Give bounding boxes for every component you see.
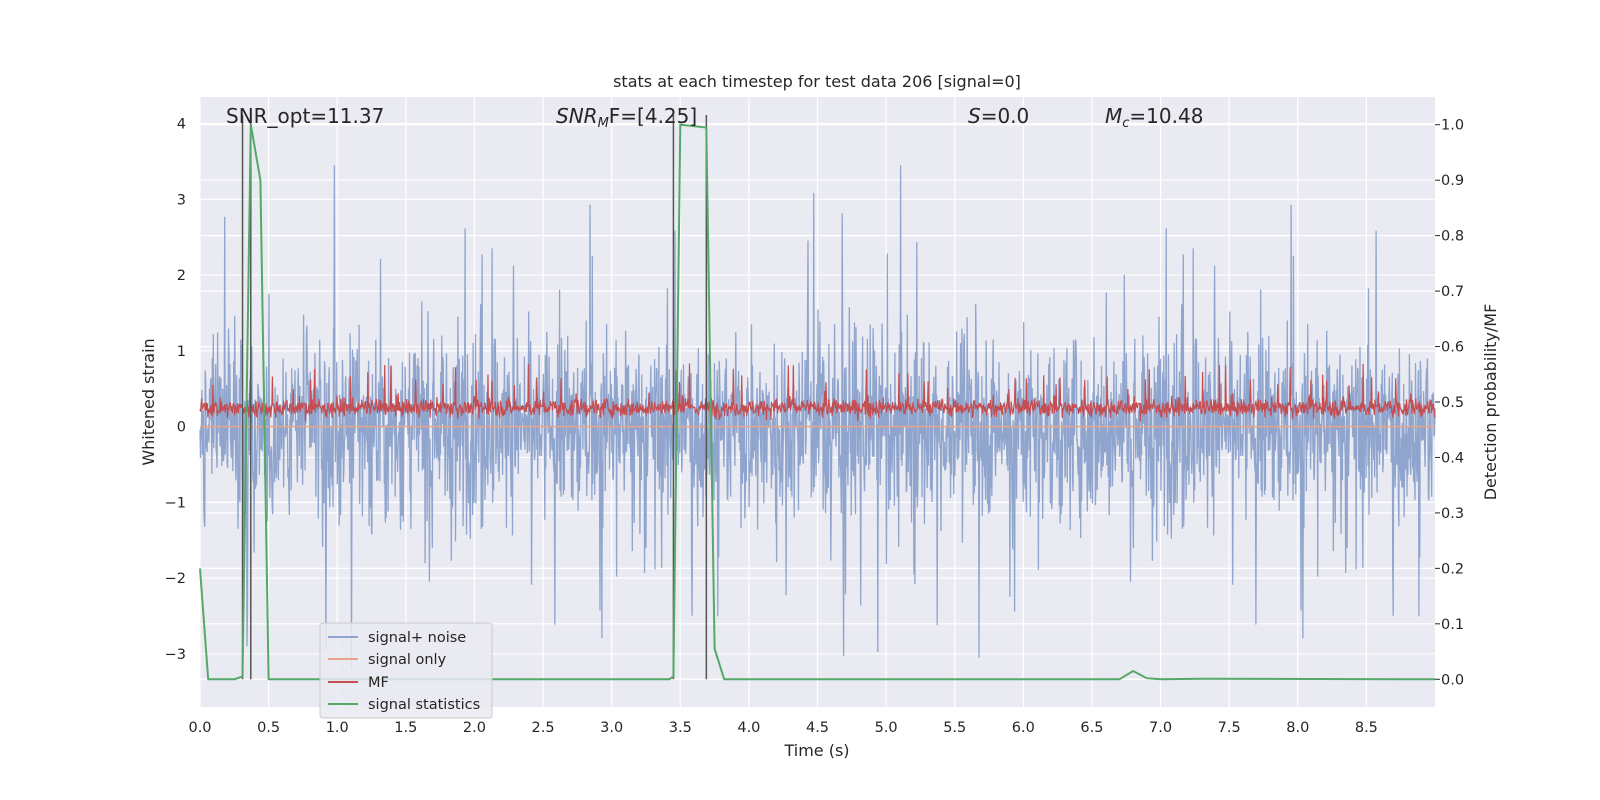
x-tick-label: 5.0 [875,720,898,736]
y-left-tick-label: −2 [165,571,186,587]
y-right-tick-label: 0.9 [1441,173,1464,189]
annotation-snr-mf-main: SNR [556,104,598,128]
y-right-tick-labels: 0.0 0.1 0.2 0.3 0.4 0.5 0.6 0.7 0.8 0.9 1.0 [1435,118,1464,688]
annotation-snr-opt: SNR_opt=11.37 [226,104,384,128]
x-tick-label: 7.0 [1149,720,1172,736]
y-right-tick-label: 0.7 [1441,284,1464,300]
y-left-tick-labels: −3 −2 −1 0 1 2 3 4 [165,117,186,663]
x-tick-label: 3.5 [669,720,692,736]
x-tick-labels: 0.0 0.5 1.0 1.5 2.0 2.5 3.0 3.5 4.0 4.5 5.0 5.5 6.0 6… [188,720,1377,736]
annotation-mc-main: M [1105,104,1122,128]
signal-statistics-series [199,123,1436,681]
annotation-s-rest: =0.0 [981,104,1030,128]
annotation-mc: Mc=10.48 [1105,104,1203,131]
y-left-tick-label: 4 [177,117,186,133]
y-left-tick-label: 1 [177,344,186,360]
annotation-snr-mf: SNRMF=[4.25] [556,104,697,131]
x-tick-label: 2.5 [532,720,555,736]
x-tick-label: 0.5 [257,720,280,736]
y-right-tick-label: 0.8 [1441,229,1464,245]
y-left-tick-label: 0 [177,420,186,436]
x-tick-label: 8.0 [1286,720,1309,736]
annotation-snr-mf-sub: M [598,116,609,131]
y-left-tick-label: −1 [165,495,186,511]
y-axis-label-left: Whitened strain [139,338,158,465]
x-tick-label: 5.5 [943,720,966,736]
y-left-tick-label: 3 [177,192,186,208]
legend-label-signal-only: signal only [368,652,447,668]
x-tick-label: 2.0 [463,720,486,736]
y-right-tick-label: 0.6 [1441,340,1464,356]
mf-series [199,363,1436,423]
y-right-tick-label: 0.4 [1441,450,1464,466]
x-tick-label: 4.5 [806,720,829,736]
x-tick-label: 4.0 [737,720,760,736]
x-tick-label: 3.0 [600,720,623,736]
legend-label-signal-statistics: signal statistics [368,697,480,713]
x-axis-label: Time (s) [783,741,849,760]
y-axis-label-right: Detection probability/MF [1481,304,1500,501]
y-right-tick-label: 0.2 [1441,561,1464,577]
y-right-tick-label: 1.0 [1441,118,1464,134]
legend-box [319,622,493,719]
annotation-s-var: S [968,104,981,128]
y-right-tick-label: 0.1 [1441,617,1464,633]
x-tick-label: 0.0 [188,720,211,736]
annotation-snr-mf-rest: F=[4.25] [609,104,697,128]
chart-title: stats at each timestep for test data 206… [613,72,1021,91]
y-right-tick-label: 0.0 [1441,672,1464,688]
y-left-tick-label: −3 [165,647,186,663]
y-left-tick-label: 2 [177,268,186,284]
annotation-s: S=0.0 [968,104,1029,128]
x-tick-label: 1.0 [326,720,349,736]
legend-label-signal-noise: signal+ noise [368,630,466,646]
y-right-tick-label: 0.5 [1441,395,1464,411]
y-right-tick-label: 0.3 [1441,506,1464,522]
x-tick-label: 8.5 [1355,720,1378,736]
vertical-marker-lines [241,115,708,680]
x-tick-label: 6.5 [1080,720,1103,736]
x-tick-label: 6.0 [1012,720,1035,736]
x-tick-label: 1.5 [394,720,417,736]
annotation-mc-sub: c [1122,116,1129,131]
annotation-mc-rest: =10.48 [1129,104,1203,128]
signal-statistics-line [199,123,1436,681]
legend-label-mf: MF [368,675,389,691]
x-tick-label: 7.5 [1218,720,1241,736]
mf-line [199,363,1436,423]
legend: signal+ noise signal only MF signal stat… [319,622,493,719]
